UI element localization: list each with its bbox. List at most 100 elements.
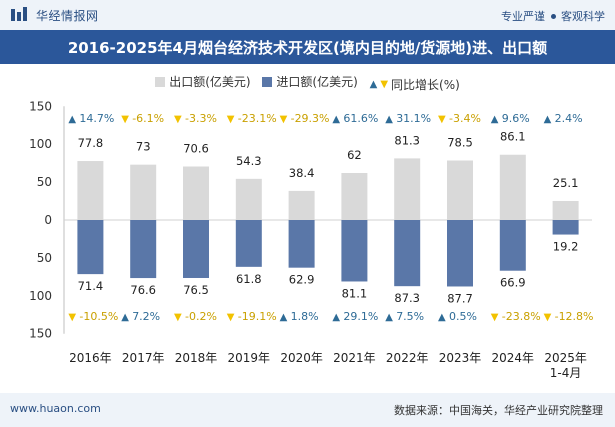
brand: 华经情报网	[10, 6, 99, 24]
export-value-label: 86.1	[500, 130, 526, 144]
import-value-label: 76.6	[130, 283, 156, 297]
import-value-label: 61.8	[236, 272, 262, 286]
import-bar	[77, 220, 104, 275]
import-growth-label: 7.5%	[396, 310, 424, 323]
website-link[interactable]: www.huaon.com	[10, 402, 101, 415]
export-growth-label: -3.3%	[185, 112, 217, 125]
import-value-label: 19.2	[553, 240, 579, 254]
export-value-label: 38.4	[289, 166, 315, 180]
export-value-label: 78.5	[447, 135, 473, 149]
x-tick-label: 1-4月	[550, 366, 582, 380]
export-value-label: 73	[136, 140, 151, 154]
down-triangle-icon: ▼	[68, 312, 76, 323]
export-value-label: 54.3	[236, 154, 262, 168]
export-growth-label: 31.1%	[396, 112, 431, 125]
export-value-label: 25.1	[553, 176, 579, 190]
y-tick-label: 100	[29, 289, 52, 303]
import-growth-label: -0.2%	[185, 310, 217, 323]
export-bar	[130, 164, 157, 220]
huajing-logo-icon	[10, 6, 28, 24]
import-bar	[183, 220, 209, 278]
up-triangle-icon: ▲	[385, 312, 393, 323]
chart-legend: 出口额(亿美元) 进口额(亿美元) ▲ ▼ 同比增长(%)	[0, 73, 615, 93]
x-tick-label: 2022年	[386, 351, 429, 365]
up-triangle-icon: ▲	[544, 114, 552, 125]
brand-name: 华经情报网	[36, 8, 99, 23]
import-bar	[341, 220, 368, 282]
export-growth-label: -29.3%	[291, 112, 330, 125]
up-triangle-icon: ▲	[385, 114, 393, 125]
export-growth-label: -23.1%	[238, 112, 277, 125]
export-bar	[394, 158, 421, 220]
y-tick-label: 50	[37, 175, 52, 189]
x-tick-label: 2019年	[228, 351, 271, 365]
top-bar: 华经情报网 专业严谨 客观科学	[0, 0, 615, 30]
y-tick-label: 150	[29, 99, 52, 113]
x-tick-label: 2020年	[280, 351, 323, 365]
import-value-label: 62.9	[289, 273, 315, 287]
import-value-label: 66.9	[500, 276, 526, 290]
down-triangle-icon: ▼	[438, 114, 446, 125]
y-tick-label: 0	[44, 213, 52, 227]
legend-swatch-import	[262, 76, 273, 87]
import-growth-label: 0.5%	[449, 310, 477, 323]
export-bar	[341, 173, 368, 220]
bottom-bar: www.huaon.com 数据来源：中国海关，华经产业研究院整理	[0, 393, 615, 427]
import-growth-label: -12.8%	[555, 310, 594, 323]
export-growth-label: 9.6%	[502, 112, 530, 125]
import-growth-label: -19.1%	[238, 310, 277, 323]
down-triangle-icon: ▼	[174, 312, 182, 323]
tagline: 专业严谨 客观科学	[501, 8, 605, 24]
export-bar	[77, 161, 104, 220]
title-bar: 2016-2025年4月烟台经济技术开发区(境内目的地/货源地)进、出口额	[0, 30, 615, 64]
import-growth-label: 29.1%	[343, 310, 378, 323]
export-growth-label: 61.6%	[343, 112, 378, 125]
down-triangle-icon: ▼	[491, 312, 499, 323]
legend-swatch-export	[155, 76, 166, 87]
export-growth-label: -6.1%	[132, 112, 164, 125]
import-growth-label: -10.5%	[79, 310, 118, 323]
legend-label-export: 出口额(亿美元)	[169, 75, 251, 89]
import-bar	[130, 220, 157, 279]
import-growth-label: 1.8%	[291, 310, 319, 323]
y-tick-label: 150	[29, 327, 52, 341]
up-triangle-icon: ▲	[332, 114, 340, 125]
down-triangle-icon: ▼	[544, 312, 552, 323]
export-value-label: 62	[347, 148, 362, 162]
import-value-label: 76.5	[183, 283, 209, 297]
export-value-label: 77.8	[78, 136, 104, 150]
export-bar	[499, 154, 526, 220]
import-value-label: 87.3	[394, 291, 420, 305]
up-triangle-icon: ▲	[491, 114, 499, 125]
x-tick-label: 2017年	[122, 351, 165, 365]
x-tick-label: 2021年	[333, 351, 376, 365]
import-growth-label: 7.2%	[132, 310, 160, 323]
import-bar	[394, 220, 421, 287]
export-growth-label: 14.7%	[79, 112, 114, 125]
down-triangle-icon: ▼	[227, 312, 235, 323]
import-bar	[499, 220, 526, 271]
export-bar	[235, 178, 262, 220]
tagline-right: 客观科学	[561, 10, 605, 23]
import-bar	[235, 220, 262, 267]
up-triangle-icon: ▲	[280, 312, 288, 323]
y-tick-label: 100	[29, 137, 52, 151]
import-bar	[288, 220, 315, 268]
x-tick-label: 2018年	[175, 351, 218, 365]
export-value-label: 81.3	[394, 133, 420, 147]
down-triangle-icon: ▼	[174, 114, 182, 125]
x-tick-label: 2016年	[69, 351, 112, 365]
export-bar	[447, 160, 473, 220]
legend-item-growth: ▲ ▼ 同比增长(%)	[370, 76, 460, 93]
down-triangle-icon: ▼	[380, 78, 389, 90]
legend-item-import: 进口额(亿美元)	[262, 73, 358, 90]
up-triangle-icon: ▲	[121, 312, 129, 323]
export-growth-label: 2.4%	[555, 112, 583, 125]
export-value-label: 70.6	[183, 141, 209, 155]
tagline-left: 专业严谨	[501, 10, 545, 23]
export-bar	[183, 166, 209, 220]
legend-label-growth: 同比增长(%)	[391, 77, 460, 92]
import-value-label: 71.4	[78, 279, 104, 293]
separator-dot-icon	[551, 13, 556, 19]
